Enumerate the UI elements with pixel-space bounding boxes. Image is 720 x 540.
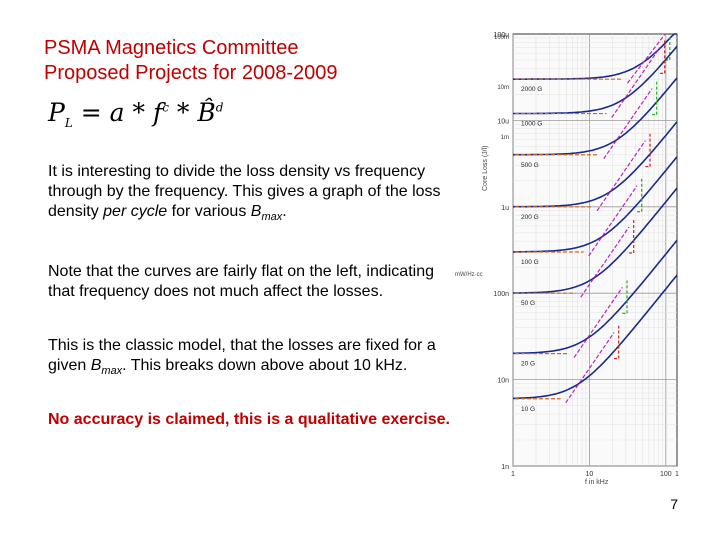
series-label: 50 G — [521, 300, 535, 307]
fit-line-rise — [573, 287, 623, 358]
formula-p: P — [48, 98, 65, 127]
x-tick-label: 100 — [660, 471, 672, 478]
fit-line-rise — [603, 88, 653, 160]
series-label: 500 G — [521, 162, 539, 169]
title-line-1: PSMA Magnetics Committee — [44, 37, 299, 59]
plot-frame — [512, 33, 678, 467]
y-unit-label: mW/Hz·cc — [455, 272, 483, 278]
series-label: 1000 G — [521, 121, 542, 128]
series-curve-10g — [512, 274, 678, 400]
series-label: 100 G — [521, 259, 539, 266]
para1-emphasis: per cycle — [103, 203, 168, 220]
x-axis-label: f in kHz — [585, 479, 609, 486]
formula-f: f — [152, 98, 163, 127]
y-tick-label: 10n — [497, 378, 509, 385]
paragraph-1: It is interesting to divide the loss den… — [48, 162, 453, 227]
fit-line-rise — [611, 47, 661, 118]
y-top-label: 100m — [494, 35, 509, 41]
title-line-2: Proposed Projects for 2008-2009 — [44, 62, 338, 84]
formula-p-sub: L — [64, 116, 73, 130]
loss-formula: PL = a * fc * B̂d — [48, 98, 223, 130]
fit-line-rise — [596, 140, 646, 212]
para1-text-a: It is interesting to divide the loss den… — [48, 163, 441, 220]
para3-bmax-b: B — [90, 357, 102, 374]
para1-text-c: . — [282, 203, 287, 220]
paragraph-3: This is the classic model, that the loss… — [48, 336, 453, 381]
formula-mid: * — [168, 98, 198, 127]
paragraph-2: Note that the curves are fairly flat on … — [48, 263, 434, 300]
fit-line-rise — [565, 332, 615, 404]
y-top-label: 1m — [501, 135, 509, 141]
para3-bmax-sub: max — [101, 365, 123, 378]
para3-text-a: This is the classic model, that the loss… — [48, 337, 436, 374]
y-tick-label: 100u — [493, 32, 509, 39]
series-label: 2000 G — [521, 86, 542, 93]
warning-note: No accuracy is claimed, this is a qualit… — [48, 411, 450, 428]
series-label: 20 G — [521, 361, 535, 368]
y-tick-label: 1n — [501, 464, 509, 471]
formula-d: d — [215, 100, 224, 115]
formula-b: B̂ — [197, 98, 216, 127]
fit-line-rise — [588, 185, 638, 257]
y-axis-label: Core Loss (J/l) — [482, 145, 489, 191]
x-tick-label: 1 — [511, 471, 515, 478]
para1-text-b: for various — [167, 203, 251, 220]
slide-title: PSMA Magnetics Committee Proposed Projec… — [44, 36, 444, 86]
formula-eq: = a * — [72, 98, 153, 127]
formula-c: c — [162, 100, 169, 115]
y-tick-label: 100n — [493, 291, 509, 298]
y-tick-label: 10u — [497, 118, 509, 125]
x-end-label: 1 — [675, 471, 679, 478]
series-curve-20g — [513, 239, 678, 355]
page-number: 7 — [670, 496, 678, 512]
y-top-label: 10m — [497, 85, 509, 91]
x-tick-label: 10 — [586, 471, 594, 478]
series-label: 200 G — [521, 214, 539, 221]
fit-line-rise — [627, 33, 666, 84]
y-tick-label: 1u — [501, 205, 509, 212]
para1-bmax-sub: max — [261, 211, 283, 224]
para1-bmax-b: B — [250, 203, 262, 220]
series-label: 10 G — [521, 406, 535, 413]
para3-text-b: . This breaks down above about 10 kHz. — [122, 357, 408, 374]
fit-line-rise — [580, 226, 630, 298]
